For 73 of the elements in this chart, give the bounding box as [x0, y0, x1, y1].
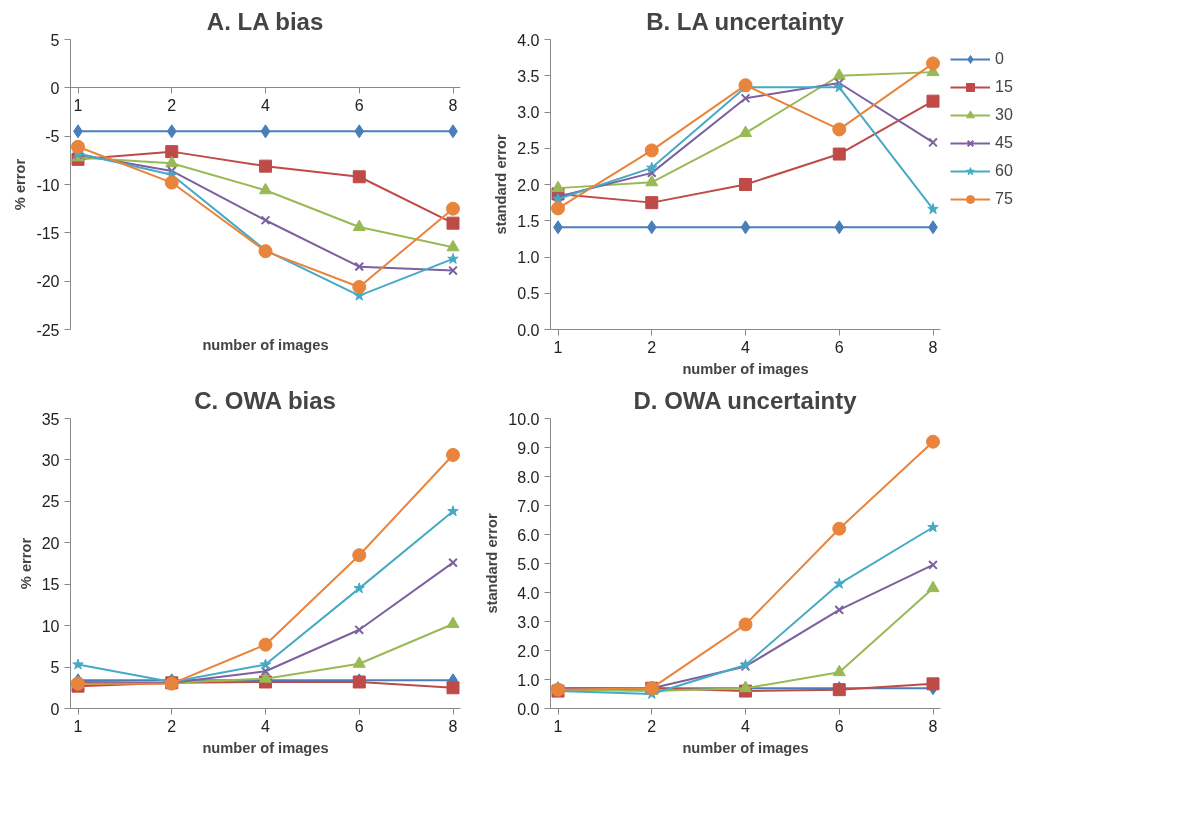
legend-label: 45: [995, 134, 1014, 152]
legend-label: 15: [995, 78, 1014, 96]
y-tick-label: -25: [36, 321, 60, 339]
x-tick-label: 2: [167, 96, 177, 114]
y-tick-label: -20: [36, 273, 60, 291]
x-axis-title: number of images: [682, 360, 809, 377]
x-tick-label: 4: [261, 96, 271, 114]
y-tick-label: 30: [41, 451, 60, 469]
y-tick-label: 10: [41, 617, 60, 635]
y-tick-label: 4.0: [517, 584, 540, 602]
x-tick-label: 8: [928, 338, 938, 356]
y-tick-label: 6.0: [517, 526, 540, 544]
x-tick-label: 6: [354, 717, 364, 735]
x-tick-label: 4: [261, 717, 271, 735]
y-tick-label: 0.0: [517, 700, 540, 718]
x-tick-label: 4: [741, 338, 751, 356]
y-axis-title: standard error: [484, 513, 501, 614]
legend-label: 60: [995, 162, 1014, 180]
y-tick-label: 3.0: [517, 104, 540, 121]
chart-title: B. LA uncertainty: [646, 7, 845, 35]
x-tick-label: 6: [834, 338, 844, 356]
x-tick-label: 1: [73, 96, 83, 114]
chart-title: D. OWA uncertainty: [633, 386, 858, 414]
y-tick-label: 0.0: [517, 321, 540, 339]
y-tick-label: 1.0: [517, 249, 540, 266]
chart-title: A. LA bias: [206, 7, 324, 35]
y-tick-label: 5: [50, 659, 60, 677]
y-tick-label: 4.0: [517, 31, 540, 49]
y-tick-label: 2.5: [517, 140, 540, 158]
x-tick-label: 6: [354, 96, 364, 114]
y-tick-label: -5: [45, 128, 60, 146]
y-tick-label: 10.0: [508, 410, 540, 428]
x-tick-label: 1: [73, 717, 83, 735]
y-tick-label: 9.0: [517, 439, 540, 457]
x-tick-label: 4: [741, 717, 751, 735]
y-tick-label: 7.0: [517, 497, 540, 515]
y-tick-label: 0: [50, 700, 60, 718]
y-tick-label: 5.0: [517, 555, 540, 573]
x-tick-label: 8: [448, 96, 458, 114]
x-tick-label: 2: [167, 717, 177, 735]
y-tick-label: 8.0: [517, 468, 540, 486]
y-tick-label: 20: [41, 534, 60, 552]
y-axis-title: % error: [12, 158, 29, 211]
y-tick-label: 5: [50, 31, 60, 49]
x-tick-label: 2: [647, 717, 657, 735]
y-tick-label: 0.5: [517, 285, 540, 303]
y-axis-title: % error: [17, 537, 34, 590]
legend-label: 75: [995, 190, 1014, 208]
y-tick-label: -15: [36, 224, 60, 242]
x-axis-title: number of images: [202, 739, 329, 756]
y-tick-label: 1.0: [517, 671, 540, 689]
x-tick-label: 6: [834, 717, 844, 735]
y-axis-title: standard error: [493, 134, 510, 235]
y-tick-label: -10: [36, 176, 60, 194]
y-tick-label: 35: [41, 410, 60, 428]
y-tick-label: 3.0: [517, 613, 540, 631]
x-tick-label: 1: [553, 717, 563, 735]
x-tick-label: 1: [553, 338, 563, 356]
x-axis-title: number of images: [202, 336, 329, 353]
y-tick-label: 15: [41, 576, 60, 594]
y-tick-label: 2.0: [517, 642, 540, 660]
x-tick-label: 2: [647, 338, 657, 356]
legend-label: 0: [995, 50, 1005, 68]
legend-label: 30: [995, 106, 1014, 124]
x-axis-title: number of images: [682, 739, 809, 756]
chart-title: C. OWA bias: [194, 386, 336, 414]
y-tick-label: 25: [41, 493, 60, 511]
x-tick-label: 8: [448, 717, 458, 735]
y-tick-label: 2.0: [517, 176, 540, 194]
x-tick-label: 8: [928, 717, 938, 735]
y-tick-label: 3.5: [517, 67, 540, 85]
y-tick-label: 1.5: [517, 212, 540, 230]
y-tick-label: 0: [50, 79, 60, 97]
